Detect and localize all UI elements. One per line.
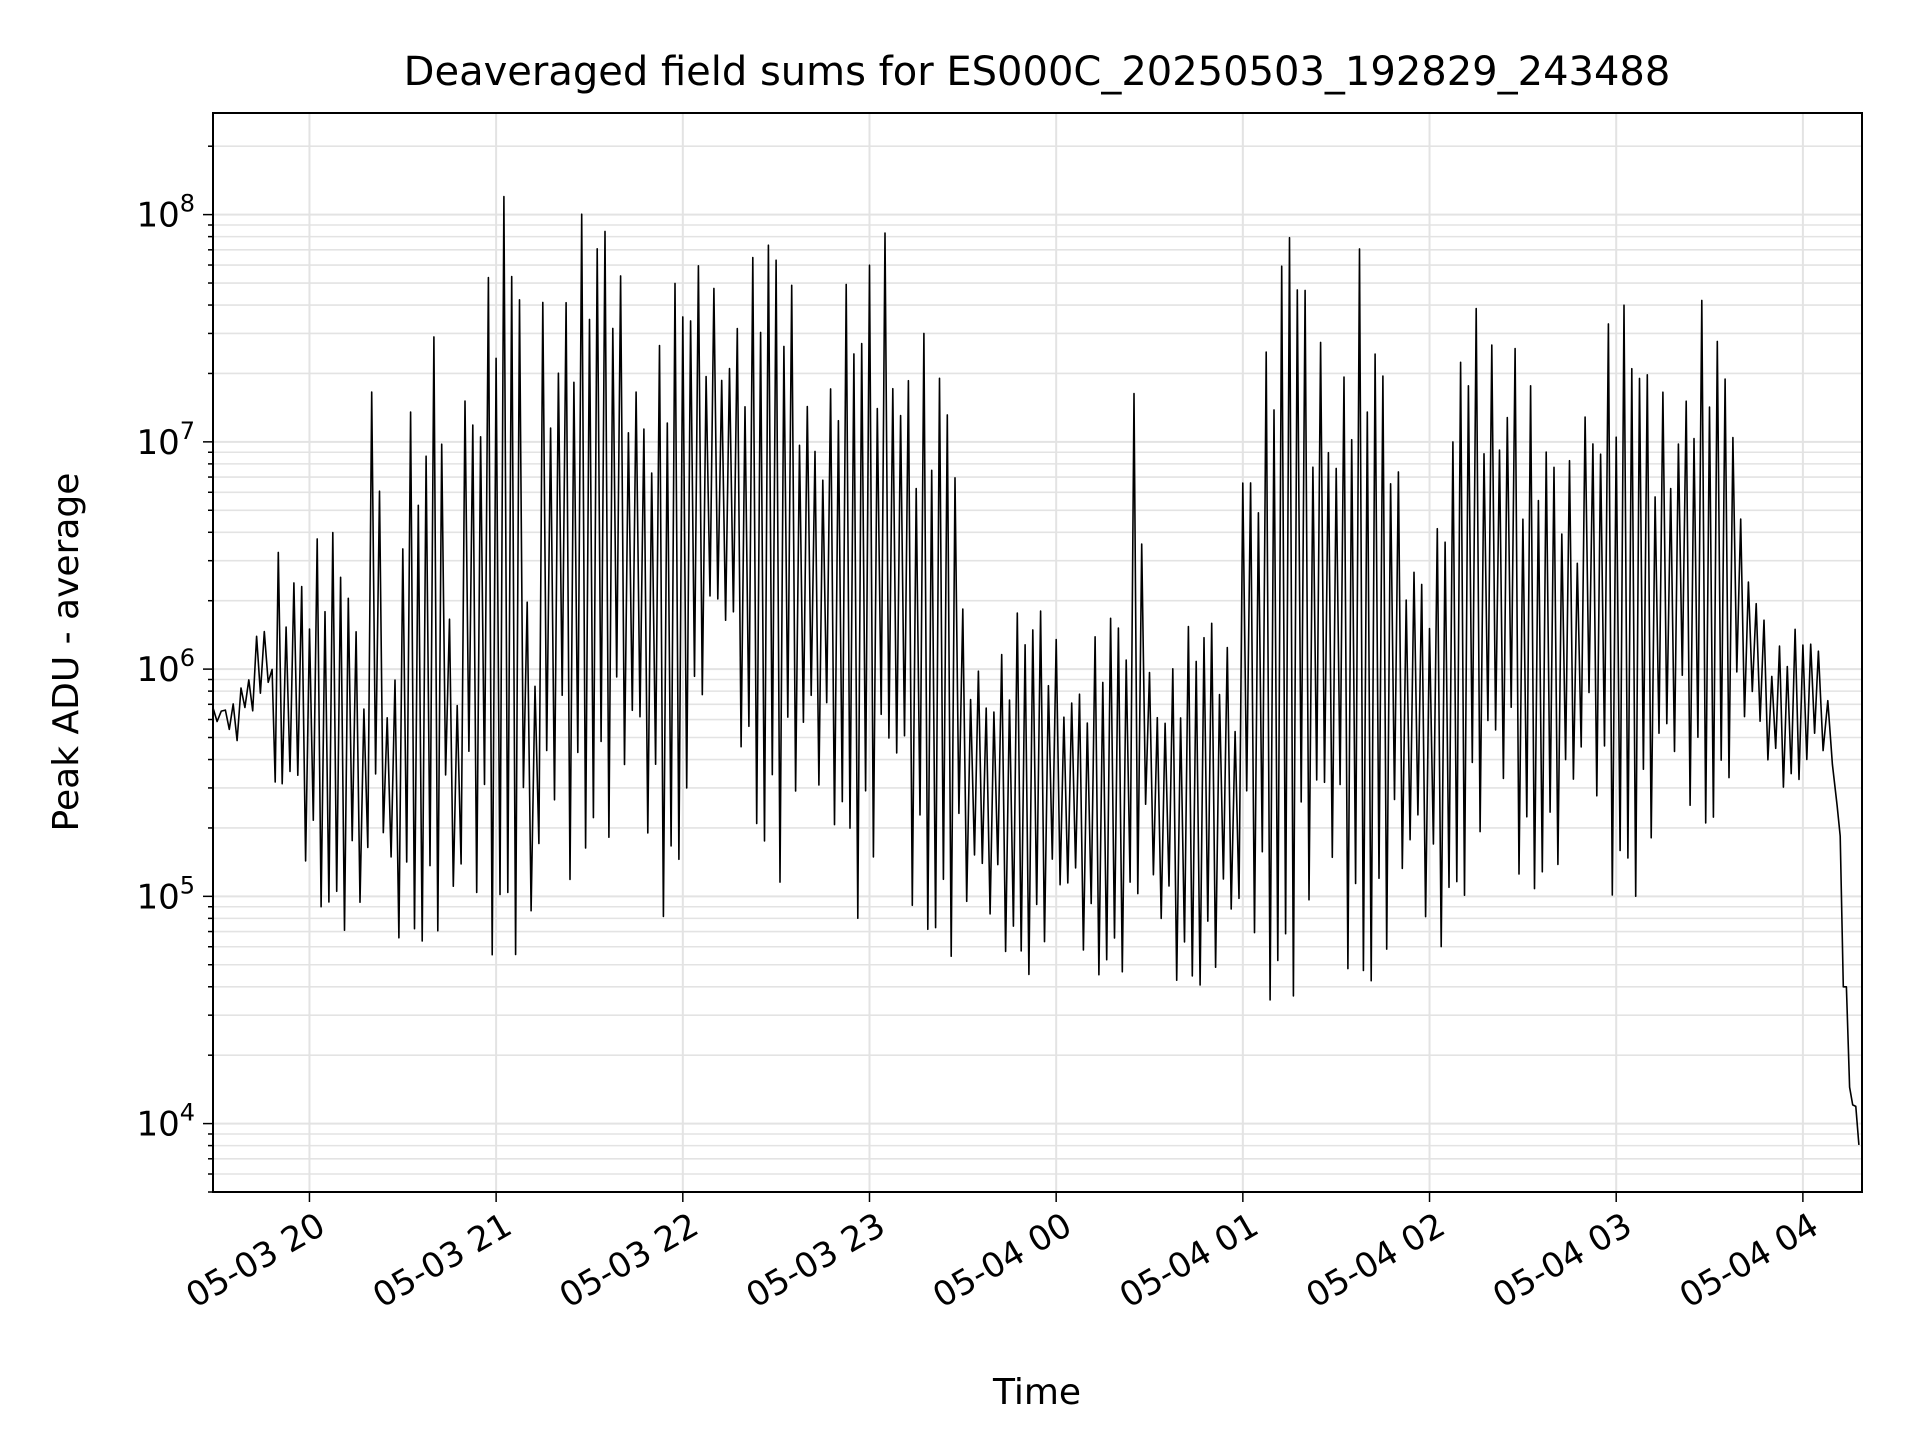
x-tick-label: 05-04 03 xyxy=(1486,1205,1638,1316)
x-tick-label: 05-03 20 xyxy=(180,1205,332,1316)
y-axis: 104 105 106 107 108 xyxy=(136,145,213,1193)
x-tick-label: 05-04 00 xyxy=(926,1205,1078,1316)
x-tick-label: 05-04 02 xyxy=(1300,1205,1452,1316)
x-axis: 05-03 20 05-03 21 05-03 22 05-03 23 05-04 00… xyxy=(180,1192,1825,1316)
y-axis-label: Peak ADU - average xyxy=(46,473,87,832)
grid xyxy=(213,113,1862,1193)
y-tick-label: 106 xyxy=(136,644,195,690)
plot-frame xyxy=(212,112,1863,1193)
chart-title: Deaveraged field sums for ES000C_2025050… xyxy=(404,49,1671,95)
y-tick-label: 105 xyxy=(136,871,195,917)
x-tick-label: 05-03 23 xyxy=(740,1205,892,1316)
x-tick-label: 05-04 01 xyxy=(1113,1205,1265,1316)
x-tick-label: 05-04 04 xyxy=(1673,1205,1825,1316)
y-tick-label: 107 xyxy=(136,417,195,463)
x-tick-label: 05-03 22 xyxy=(553,1205,705,1316)
x-axis-label: Time xyxy=(992,1372,1081,1413)
series-line xyxy=(212,195,1860,1145)
x-tick-label: 05-03 21 xyxy=(366,1205,518,1316)
y-tick-label: 104 xyxy=(136,1099,195,1145)
y-tick-label: 108 xyxy=(136,190,195,236)
